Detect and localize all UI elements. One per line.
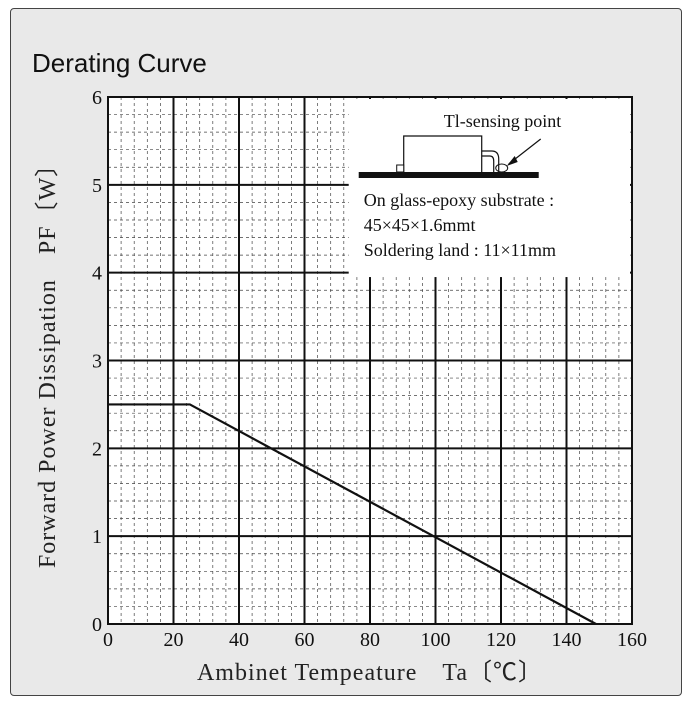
x-tick-label: 60 bbox=[295, 629, 315, 651]
x-axis-label: Ambinet Tempeature Ta〔℃〕 bbox=[197, 660, 543, 686]
y-tick-label: 5 bbox=[92, 175, 102, 197]
grid bbox=[108, 97, 632, 624]
lead-right-inner-shape bbox=[481, 155, 495, 172]
x-tick-label: 40 bbox=[229, 629, 249, 651]
y-tick-label: 3 bbox=[92, 351, 102, 373]
solder-joint-shape bbox=[495, 163, 509, 173]
lead-left-shape bbox=[396, 164, 405, 173]
x-tick-label: 20 bbox=[164, 629, 184, 651]
annotation-line: On glass-epoxy substrate : bbox=[364, 190, 554, 210]
x-tick-label: 120 bbox=[486, 629, 516, 651]
y-tick-label: 4 bbox=[92, 263, 102, 285]
tick-labels: 0 20 40 60 80 100 120 140 160 0 1 2 3 4 5 6 bbox=[92, 87, 647, 651]
substrate-shape bbox=[358, 172, 539, 178]
annotation-box: Tl-sensing point On glass-epoxy substrate… bbox=[348, 99, 630, 278]
derating-line bbox=[108, 403, 597, 625]
sensing-point-label: Tl-sensing point bbox=[444, 111, 562, 131]
y-tick-label: 1 bbox=[92, 526, 102, 548]
x-tick-label: 80 bbox=[360, 629, 380, 651]
x-tick-label: 100 bbox=[421, 629, 451, 651]
x-tick-label: 140 bbox=[552, 629, 582, 651]
x-tick-label: 0 bbox=[103, 629, 113, 651]
sensing-arrow-head bbox=[506, 156, 518, 166]
y-tick-label: 0 bbox=[92, 614, 102, 636]
plot-border bbox=[107, 96, 633, 625]
x-tick-label: 160 bbox=[617, 629, 647, 651]
series-group bbox=[108, 403, 597, 625]
annotation-background bbox=[348, 99, 630, 278]
y-axis-label: Forward Power Dissipation PF〔W〕 bbox=[35, 152, 61, 568]
chart-title: Derating Curve bbox=[32, 48, 207, 78]
y-tick-label: 2 bbox=[92, 438, 102, 460]
lead-right-shape bbox=[481, 150, 500, 172]
package-body-shape bbox=[403, 135, 483, 172]
y-tick-label: 6 bbox=[92, 87, 102, 109]
annotation-line: 45×45×1.6mmt bbox=[364, 215, 476, 235]
annotation-line: Soldering land : 11×11mm bbox=[364, 240, 556, 260]
